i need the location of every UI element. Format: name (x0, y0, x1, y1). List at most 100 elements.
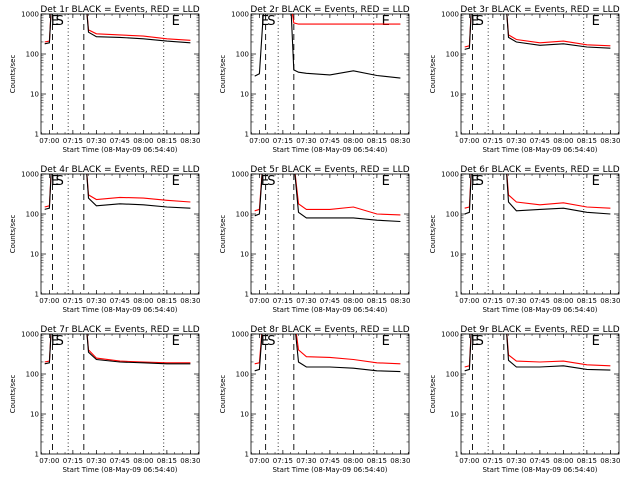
x-axis-label: Start Time (08-May-09 06:54:40) (272, 306, 387, 314)
ytick-label: 10 (240, 91, 249, 99)
panel-title: Det 5r BLACK = Events, RED = LLD (250, 165, 409, 175)
x-axis-label: Start Time (08-May-09 06:54:40) (482, 306, 597, 314)
xtick-label: 07:30 (296, 457, 316, 465)
ytick-label: 10 (30, 91, 39, 99)
xtick-label: 08:30 (180, 297, 200, 305)
ytick-label: 10 (240, 411, 249, 419)
ytick-label: 1 (35, 291, 39, 299)
plot-frame (40, 333, 200, 455)
ytick-label: 10 (240, 251, 249, 259)
xtick-label: 07:45 (320, 297, 340, 305)
ytick-label: 1000 (21, 331, 39, 339)
panel-title: Det 9r BLACK = Events, RED = LLD (460, 325, 619, 335)
ytick-label: 1000 (231, 171, 249, 179)
x-axis-label: Start Time (08-May-09 06:54:40) (62, 466, 177, 474)
ytick-label: 100 (236, 211, 249, 219)
xtick-label: 07:45 (110, 457, 130, 465)
end-marker-label: E (382, 334, 390, 349)
plot-frame (460, 333, 620, 455)
events-series-line (464, 174, 611, 215)
xtick-label: 07:00 (249, 137, 269, 145)
xtick-label: 07:30 (506, 457, 526, 465)
y-axis-label: Counts/sec (219, 55, 227, 94)
plot-frame (40, 13, 200, 135)
lld-series-line (464, 14, 611, 48)
ytick-label: 1 (455, 291, 459, 299)
panel-6: Det 6r BLACK = Events, RED = LLD 1 10 100 10… (429, 165, 620, 314)
x-axis-label: Start Time (08-May-09 06:54:40) (272, 146, 387, 154)
xtick-label: 07:30 (296, 137, 316, 145)
xtick-label: 07:30 (296, 297, 316, 305)
ytick-label: 10 (450, 91, 459, 99)
events-series-line (44, 334, 191, 365)
start-marker-label: S (56, 174, 64, 189)
start-marker-label: S (267, 14, 275, 29)
x-axis-label: Start Time (08-May-09 06:54:40) (482, 466, 597, 474)
xtick-label: 07:30 (86, 297, 106, 305)
ytick-label: 1000 (441, 171, 459, 179)
xtick-label: 08:00 (133, 137, 153, 145)
plot-frame (460, 173, 620, 295)
panel-title: Det 7r BLACK = Events, RED = LLD (40, 325, 199, 335)
events-series-line (44, 174, 191, 210)
xtick-label: 07:00 (459, 297, 479, 305)
start-marker-label: S (476, 14, 484, 29)
start-marker-label: S (267, 174, 275, 189)
panel-title: Det 1r BLACK = Events, RED = LLD (40, 5, 199, 15)
start-marker-label: S (56, 14, 64, 29)
ytick-label: 1 (245, 131, 249, 139)
ytick-label: 1 (455, 451, 459, 459)
ytick-label: 100 (446, 371, 459, 379)
y-axis-label: Counts/sec (429, 375, 437, 414)
end-marker-label: E (592, 174, 600, 189)
ytick-label: 100 (236, 51, 249, 59)
y-axis-label: Counts/sec (9, 215, 17, 254)
xtick-label: 07:30 (86, 457, 106, 465)
ytick-label: 1000 (441, 11, 459, 19)
xtick-label: 07:45 (320, 137, 340, 145)
xtick-label: 07:45 (320, 457, 340, 465)
ytick-label: 1000 (21, 11, 39, 19)
xtick-label: 08:15 (367, 137, 387, 145)
xtick-label: 07:00 (459, 137, 479, 145)
events-series-line (254, 174, 401, 223)
lld-series-line (291, 14, 401, 25)
ytick-label: 100 (446, 211, 459, 219)
start-marker-label: S (476, 334, 484, 349)
ytick-label: 100 (26, 51, 39, 59)
end-marker-label: E (261, 14, 269, 29)
ytick-label: 1000 (441, 331, 459, 339)
end-marker-label: E (261, 174, 269, 189)
lld-series-line (44, 14, 191, 43)
panel-9: Det 9r BLACK = Events, RED = LLD 1 10 100 10… (429, 325, 620, 474)
ytick-label: 100 (446, 51, 459, 59)
xtick-label: 07:15 (483, 137, 503, 145)
x-axis-label: Start Time (08-May-09 06:54:40) (62, 306, 177, 314)
x-axis-label: Start Time (08-May-09 06:54:40) (272, 466, 387, 474)
end-marker-label: E (51, 334, 59, 349)
panel-4: Det 4r BLACK = Events, RED = LLD 1 10 100 10… (9, 165, 200, 314)
xtick-label: 08:30 (390, 457, 410, 465)
xtick-label: 07:00 (249, 457, 269, 465)
events-series-line (254, 14, 401, 79)
end-marker-label: E (51, 174, 59, 189)
xtick-label: 07:15 (63, 137, 83, 145)
xtick-label: 08:15 (157, 137, 177, 145)
xtick-label: 07:15 (63, 297, 83, 305)
y-axis-label: Counts/sec (9, 55, 17, 94)
ytick-label: 1 (245, 451, 249, 459)
plot-frame (40, 173, 200, 295)
end-marker-label: E (261, 334, 269, 349)
xtick-label: 07:45 (530, 457, 550, 465)
ytick-label: 1000 (231, 11, 249, 19)
y-axis-label: Counts/sec (9, 375, 17, 414)
xtick-label: 08:00 (133, 457, 153, 465)
panel-title: Det 2r BLACK = Events, RED = LLD (250, 5, 409, 15)
plot-frame (250, 173, 410, 295)
xtick-label: 08:15 (577, 297, 597, 305)
ytick-label: 1 (35, 451, 39, 459)
lld-series-line (464, 334, 611, 368)
xtick-label: 07:00 (39, 137, 59, 145)
